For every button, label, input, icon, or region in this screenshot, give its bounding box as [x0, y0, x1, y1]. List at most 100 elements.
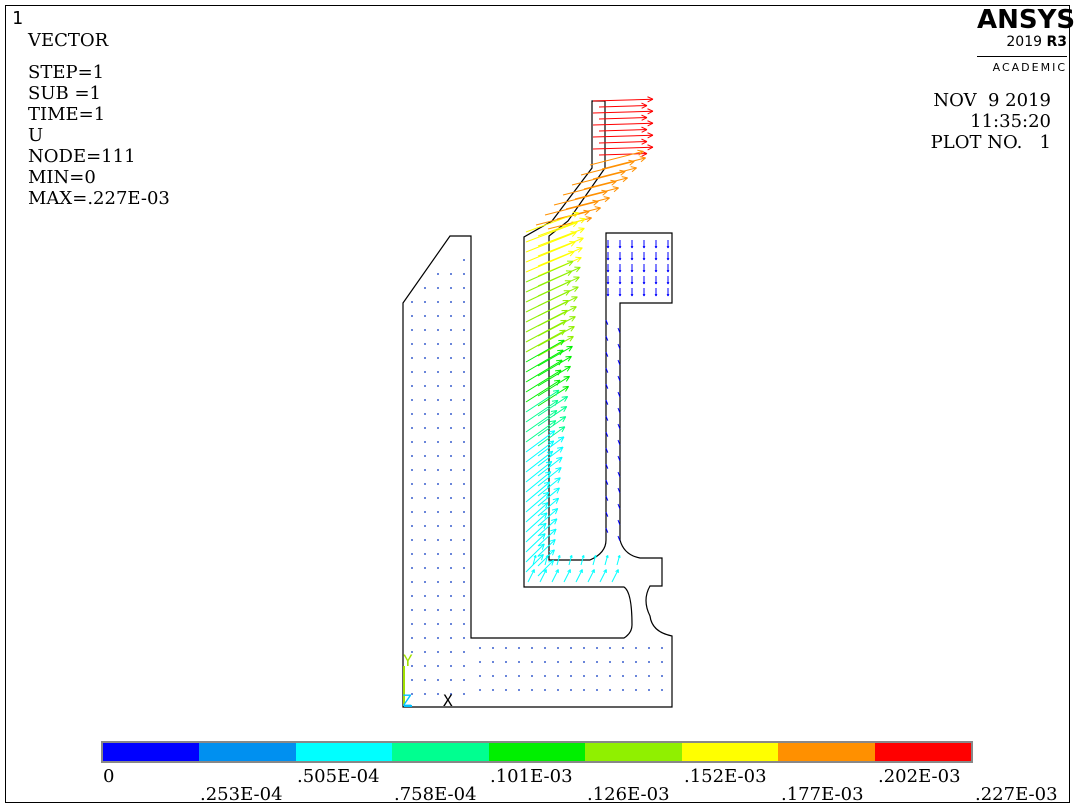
node-dot	[661, 661, 663, 663]
node-dot	[450, 581, 452, 583]
node-dot	[424, 497, 426, 499]
node-dot	[463, 287, 465, 289]
node-dot	[437, 469, 439, 471]
node-dot	[424, 693, 426, 695]
vector-arrow	[666, 239, 670, 249]
vector-arrow	[525, 410, 558, 433]
node-dot	[437, 623, 439, 625]
node-dot	[450, 441, 452, 443]
node-dot	[505, 689, 507, 691]
vector-arrow	[618, 263, 622, 273]
vector-arrow	[592, 120, 654, 127]
node-dot	[450, 511, 452, 513]
vector-arrow	[617, 359, 621, 365]
vector-arrow	[537, 559, 555, 577]
node-dot	[424, 623, 426, 625]
legend-band-0	[103, 743, 200, 761]
vector-arrow	[580, 159, 635, 176]
node-dot	[479, 661, 481, 663]
node-dot	[492, 675, 494, 677]
node-dot	[463, 315, 465, 317]
node-dot	[622, 661, 624, 663]
legend-band-8	[874, 743, 971, 761]
vector-arrow	[617, 487, 621, 493]
plot-number: PLOT NO. 1	[930, 132, 1051, 153]
node-dot	[609, 675, 611, 677]
node-dot	[424, 343, 426, 345]
vector-arrow	[539, 569, 547, 583]
node-dot	[450, 413, 452, 415]
node-dot	[437, 399, 439, 401]
vector-arrow	[666, 275, 670, 285]
node-dot	[544, 647, 546, 649]
node-dot	[505, 647, 507, 649]
node-dot	[450, 329, 452, 331]
vector-arrow	[525, 290, 571, 313]
node-dot	[437, 609, 439, 611]
node-dot	[424, 525, 426, 527]
node-dot	[424, 651, 426, 653]
vector-arrow	[525, 309, 568, 333]
node-dot	[648, 675, 650, 677]
node-dot	[437, 497, 439, 499]
node-dot	[424, 315, 426, 317]
vector-arrow	[574, 186, 619, 200]
vector-arrow	[525, 522, 547, 543]
vector-arrow	[525, 389, 560, 413]
node-dot	[450, 385, 452, 387]
node-dot	[450, 455, 452, 457]
vector-arrow	[537, 365, 571, 387]
date-block: NOV 9 2019 11:35:20 PLOT NO. 1	[931, 90, 1051, 153]
vector-arrow	[654, 287, 658, 297]
vector-arrow	[537, 487, 560, 507]
node-dot	[411, 357, 413, 359]
legend-label: .101E-03	[490, 766, 573, 787]
vector-arrow	[537, 549, 555, 567]
node-dot	[437, 315, 439, 317]
node-dot	[424, 413, 426, 415]
node-dot	[450, 301, 452, 303]
vector-arrow	[617, 519, 621, 525]
vector-arrow	[537, 518, 558, 537]
node-dot	[492, 661, 494, 663]
left-body-outline	[402, 100, 673, 708]
node-dot	[557, 661, 559, 663]
node-dot	[424, 427, 426, 429]
node-dot	[609, 661, 611, 663]
vector-arrow	[642, 263, 646, 273]
vector-arrow	[575, 569, 583, 583]
node-dot	[424, 595, 426, 597]
node-dot	[424, 511, 426, 513]
legend-label: .758E-04	[394, 784, 477, 805]
node-dot	[596, 689, 598, 691]
node-dot	[424, 399, 426, 401]
node-dot	[411, 441, 413, 443]
node-dot	[424, 441, 426, 443]
vector-arrow	[599, 569, 607, 583]
node-dot	[648, 661, 650, 663]
vector-arrow	[525, 491, 550, 513]
node-dot	[463, 427, 465, 429]
node-dot	[463, 595, 465, 597]
vector-arrow	[525, 339, 565, 363]
node-dot	[450, 357, 452, 359]
node-dot	[424, 385, 426, 387]
node-dot	[635, 661, 637, 663]
vector-arrow	[527, 569, 535, 583]
vector-arrow	[525, 329, 566, 353]
vector-arrow	[605, 479, 609, 485]
vector-arrow	[568, 555, 573, 566]
vector-arrow	[605, 319, 609, 325]
node-dot	[635, 647, 637, 649]
triad-y-label: Y	[403, 651, 413, 670]
node-dot	[411, 385, 413, 387]
node-dot	[437, 651, 439, 653]
vector-arrow	[617, 343, 621, 349]
node-dot	[424, 581, 426, 583]
version-year: 2019	[1006, 34, 1043, 50]
node-dot	[450, 553, 452, 555]
node-dot	[531, 647, 533, 649]
triad-z-label: Z	[402, 691, 412, 710]
vector-arrow	[525, 240, 576, 263]
vector-arrow	[525, 250, 575, 273]
